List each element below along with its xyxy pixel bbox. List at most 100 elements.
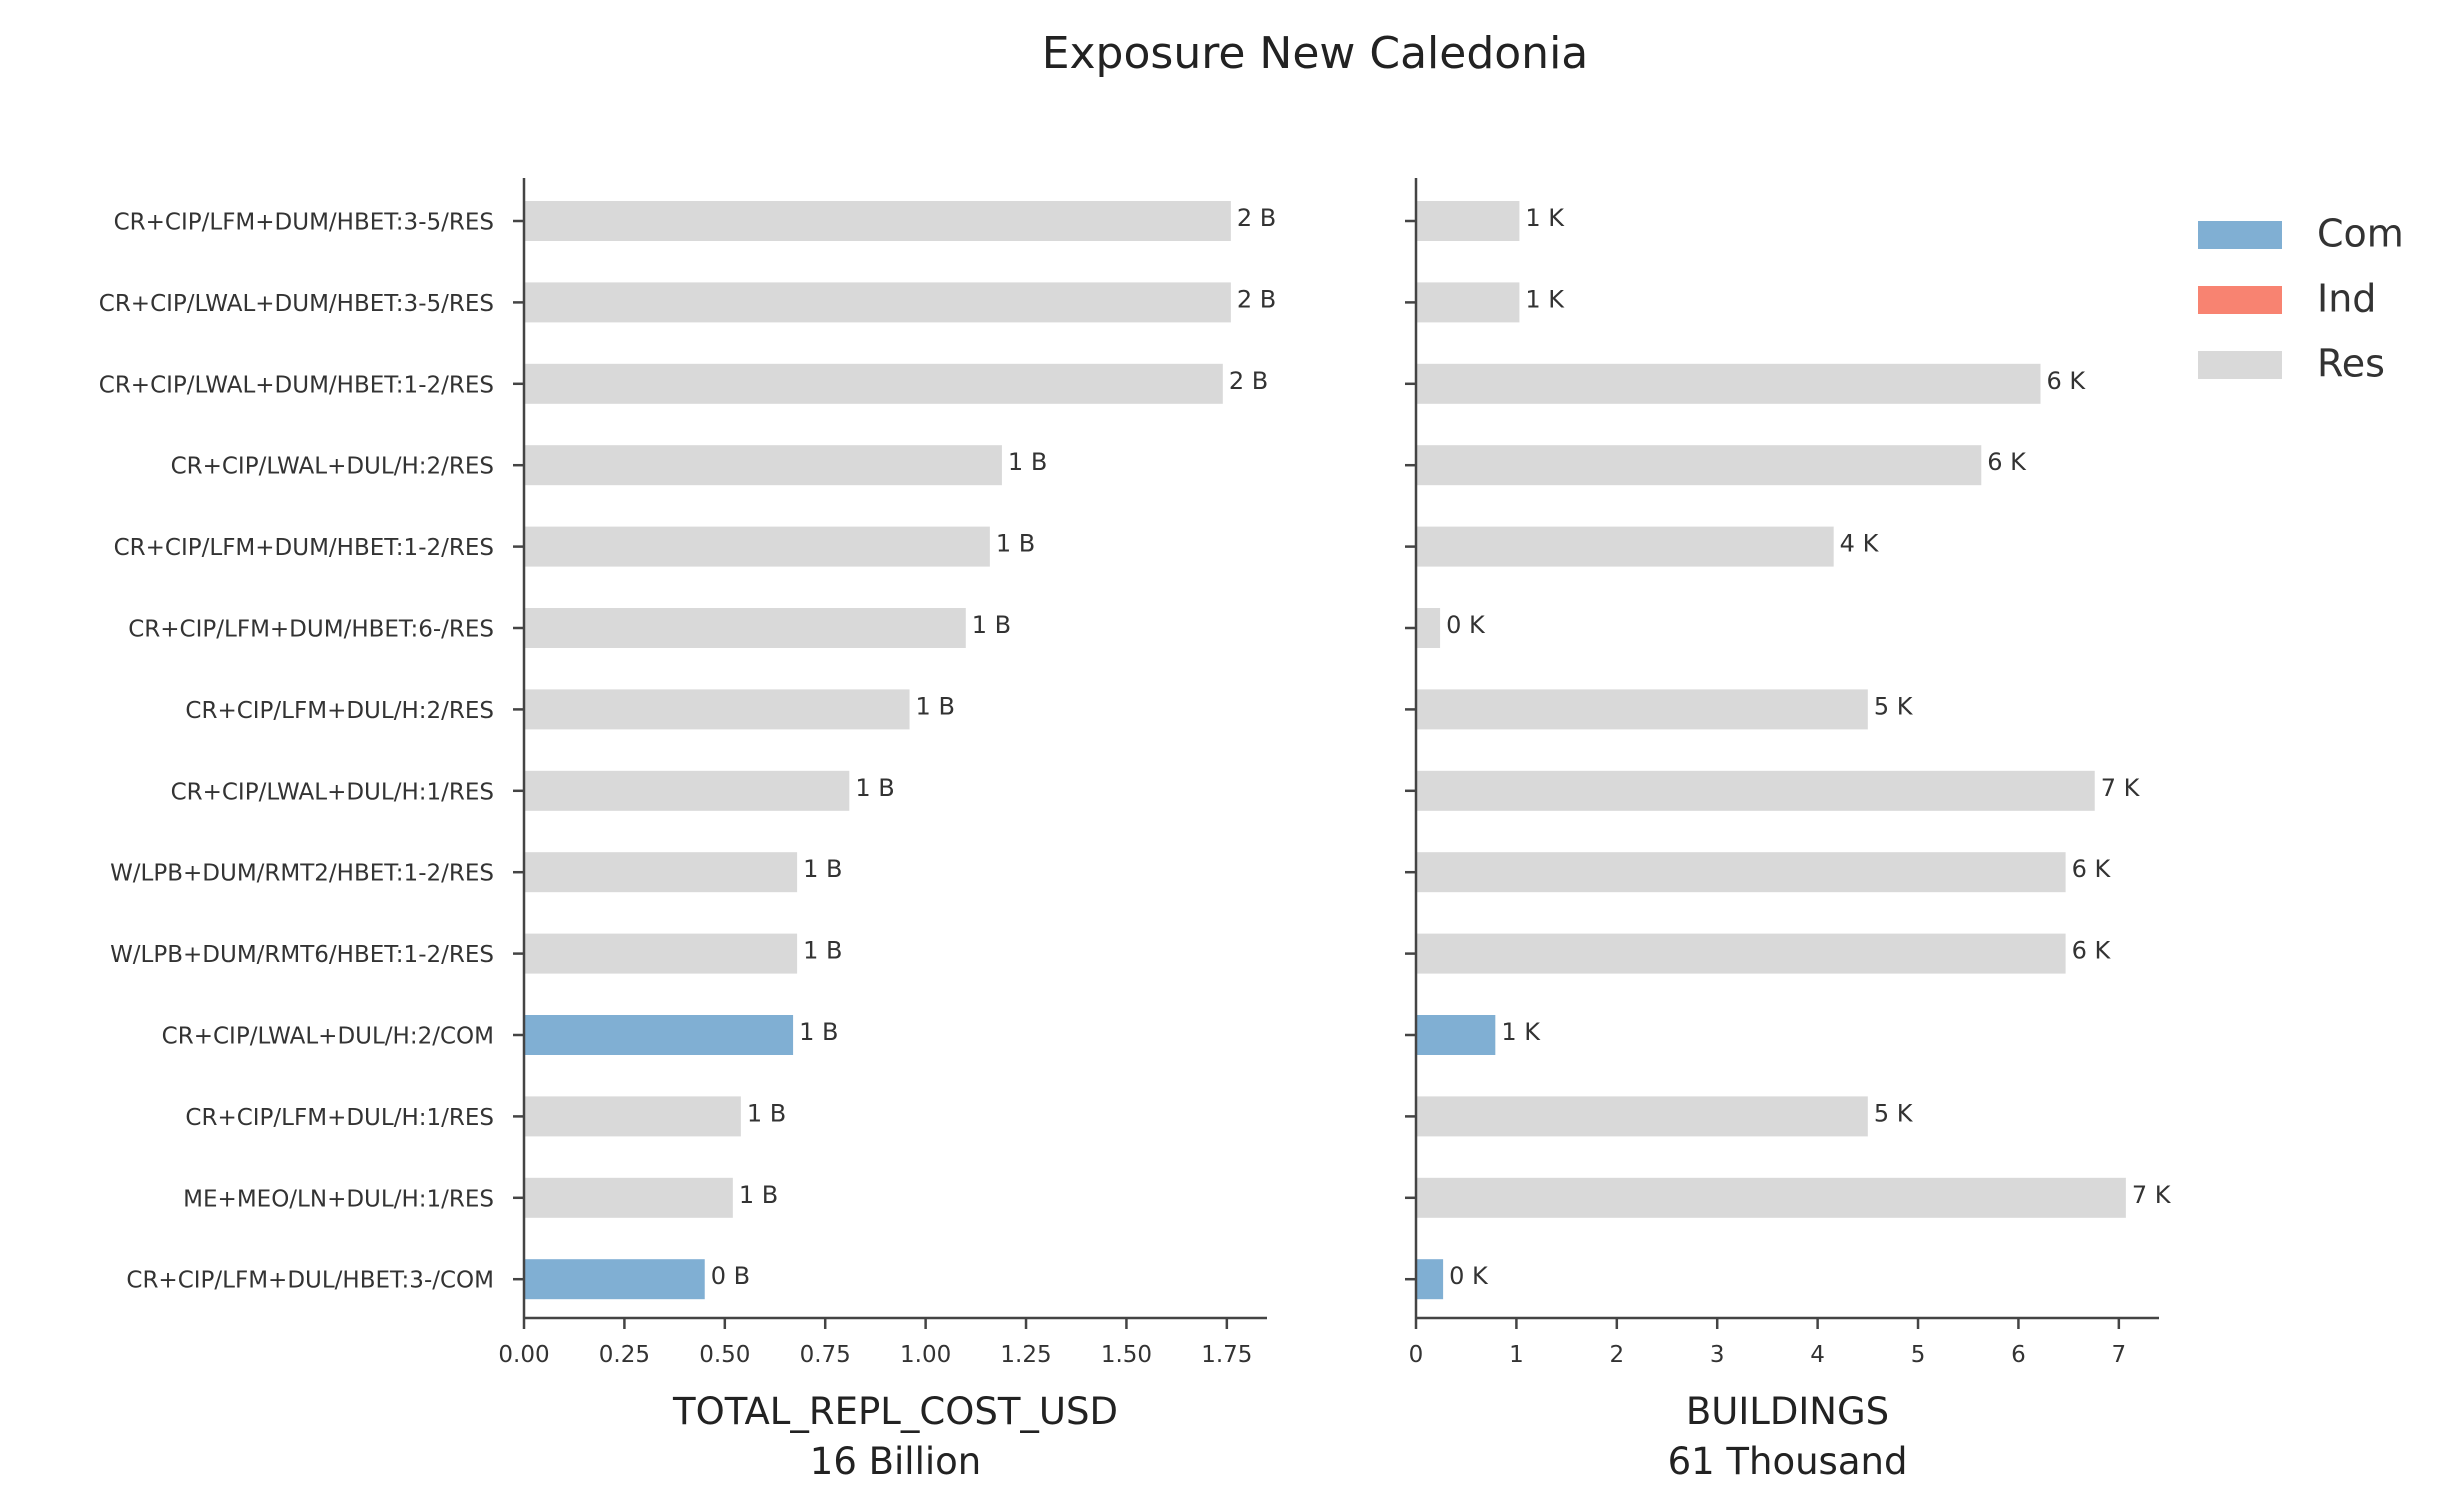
bar-cost-2 bbox=[524, 363, 1223, 404]
category-label-7: CR+CIP/LWAL+DUL/H:1/RES bbox=[171, 779, 494, 805]
bar-buildings-5 bbox=[1416, 608, 1441, 648]
category-label-12: ME+MEO/LN+DUL/H:1/RES bbox=[183, 1186, 494, 1212]
bar-cost-11 bbox=[524, 1096, 741, 1137]
xtick-label-cost-6: 1.50 bbox=[1101, 1342, 1152, 1368]
xtick-label-cost-4: 1.00 bbox=[900, 1342, 951, 1368]
xtick-label-buildings-7: 7 bbox=[2112, 1342, 2127, 1368]
bar-buildings-2 bbox=[1416, 363, 2041, 404]
legend: Com Ind Res bbox=[2198, 212, 2404, 386]
xtick-label-cost-1: 0.25 bbox=[599, 1342, 650, 1368]
bar-cost-3 bbox=[524, 445, 1002, 486]
category-label-5: CR+CIP/LFM+DUM/HBET:6-/RES bbox=[128, 617, 494, 643]
xtick-label-buildings-3: 3 bbox=[1710, 1342, 1725, 1368]
chart-panels: 2 B CR+CIP/LFM+DUM/HBET:3-5/RES 2 B CR+CIP/… bbox=[99, 178, 2172, 1483]
data-label-buildings-5: 0 K bbox=[1446, 611, 1486, 639]
category-label-6: CR+CIP/LFM+DUL/H:2/RES bbox=[185, 698, 494, 724]
panel-cost: 2 B CR+CIP/LFM+DUM/HBET:3-5/RES 2 B CR+CIP/… bbox=[99, 178, 1276, 1483]
xlabel-subtitle-buildings: 61 Thousand bbox=[1668, 1440, 1908, 1483]
xtick-label-buildings-5: 5 bbox=[1911, 1342, 1926, 1368]
data-label-buildings-11: 5 K bbox=[1874, 1099, 1914, 1127]
xtick-label-cost-5: 1.25 bbox=[1000, 1342, 1051, 1368]
panel-buildings: 1 K 1 K 6 K 6 K 4 K 0 K 5 K 7 K 6 K 6 K 1 K 5 K 7 K 0… bbox=[1405, 178, 2172, 1483]
data-label-cost-8: 1 B bbox=[803, 855, 842, 883]
xtick-label-buildings-0: 0 bbox=[1409, 1342, 1424, 1368]
bar-cost-10 bbox=[524, 1015, 794, 1055]
data-label-cost-6: 1 B bbox=[916, 692, 955, 720]
category-label-2: CR+CIP/LWAL+DUM/HBET:1-2/RES bbox=[99, 372, 494, 398]
bar-buildings-7 bbox=[1416, 770, 2095, 811]
category-label-13: CR+CIP/LFM+DUL/HBET:3-/COM bbox=[126, 1268, 494, 1294]
xtick-label-cost-7: 1.75 bbox=[1201, 1342, 1252, 1368]
data-label-cost-10: 1 B bbox=[799, 1018, 838, 1046]
data-label-cost-3: 1 B bbox=[1008, 448, 1047, 476]
data-label-buildings-7: 7 K bbox=[2101, 774, 2141, 802]
xtick-label-cost-0: 0.00 bbox=[498, 1342, 549, 1368]
category-label-0: CR+CIP/LFM+DUM/HBET:3-5/RES bbox=[114, 210, 494, 236]
category-label-8: W/LPB+DUM/RMT2/HBET:1-2/RES bbox=[110, 861, 494, 887]
legend-swatch-res bbox=[2198, 351, 2282, 379]
bar-cost-6 bbox=[524, 689, 910, 730]
data-label-buildings-3: 6 K bbox=[1987, 448, 2027, 476]
xtick-label-cost-2: 0.50 bbox=[699, 1342, 750, 1368]
category-label-10: CR+CIP/LWAL+DUL/H:2/COM bbox=[162, 1024, 494, 1050]
bar-cost-0 bbox=[524, 201, 1231, 241]
bar-buildings-6 bbox=[1416, 689, 1868, 730]
category-label-1: CR+CIP/LWAL+DUM/HBET:3-5/RES bbox=[99, 291, 494, 317]
xtick-label-buildings-6: 6 bbox=[2011, 1342, 2026, 1368]
bar-cost-4 bbox=[524, 526, 990, 567]
data-label-buildings-9: 6 K bbox=[2072, 937, 2112, 965]
bar-buildings-9 bbox=[1416, 933, 2066, 974]
data-label-cost-11: 1 B bbox=[747, 1099, 786, 1127]
bar-buildings-13 bbox=[1416, 1259, 1444, 1300]
data-label-cost-13: 0 B bbox=[711, 1262, 750, 1290]
xlabel-buildings: BUILDINGS bbox=[1686, 1390, 1889, 1433]
data-label-buildings-2: 6 K bbox=[2047, 367, 2087, 395]
bar-buildings-3 bbox=[1416, 445, 1982, 486]
xtick-label-buildings-4: 4 bbox=[1810, 1342, 1825, 1368]
bar-buildings-4 bbox=[1416, 526, 1834, 567]
xlabel-subtitle-cost: 16 Billion bbox=[810, 1440, 981, 1483]
bar-buildings-10 bbox=[1416, 1015, 1496, 1055]
bar-cost-5 bbox=[524, 608, 966, 648]
legend-swatch-com bbox=[2198, 221, 2282, 249]
data-label-cost-1: 2 B bbox=[1237, 285, 1276, 313]
category-label-9: W/LPB+DUM/RMT6/HBET:1-2/RES bbox=[110, 942, 494, 968]
bar-cost-1 bbox=[524, 282, 1231, 323]
bar-buildings-1 bbox=[1416, 282, 1520, 323]
bar-cost-12 bbox=[524, 1177, 733, 1218]
category-label-11: CR+CIP/LFM+DUL/H:1/RES bbox=[185, 1105, 494, 1131]
bar-buildings-0 bbox=[1416, 201, 1520, 241]
xlabel-cost: TOTAL_REPL_COST_USD bbox=[672, 1390, 1118, 1433]
legend-swatch-ind bbox=[2198, 286, 2282, 314]
xtick-label-buildings-2: 2 bbox=[1609, 1342, 1624, 1368]
data-label-buildings-13: 0 K bbox=[1449, 1262, 1489, 1290]
data-label-buildings-1: 1 K bbox=[1525, 285, 1565, 313]
data-label-cost-7: 1 B bbox=[855, 774, 894, 802]
category-label-4: CR+CIP/LFM+DUM/HBET:1-2/RES bbox=[114, 535, 494, 561]
bar-cost-9 bbox=[524, 933, 798, 974]
bar-cost-8 bbox=[524, 852, 798, 893]
category-label-3: CR+CIP/LWAL+DUL/H:2/RES bbox=[171, 454, 494, 480]
data-label-buildings-10: 1 K bbox=[1501, 1018, 1541, 1046]
legend-label-ind: Ind bbox=[2317, 277, 2376, 321]
data-label-cost-2: 2 B bbox=[1229, 367, 1268, 395]
data-label-buildings-0: 1 K bbox=[1525, 204, 1565, 232]
bar-buildings-12 bbox=[1416, 1177, 2126, 1218]
bar-buildings-8 bbox=[1416, 852, 2066, 893]
data-label-cost-4: 1 B bbox=[996, 530, 1035, 558]
data-label-cost-5: 1 B bbox=[972, 611, 1011, 639]
data-label-buildings-8: 6 K bbox=[2072, 855, 2112, 883]
bar-cost-7 bbox=[524, 770, 850, 811]
data-label-cost-0: 2 B bbox=[1237, 204, 1276, 232]
xtick-label-cost-3: 0.75 bbox=[800, 1342, 851, 1368]
legend-label-com: Com bbox=[2317, 212, 2404, 256]
data-label-buildings-4: 4 K bbox=[1840, 530, 1880, 558]
bar-buildings-11 bbox=[1416, 1096, 1868, 1137]
bar-cost-13 bbox=[524, 1259, 705, 1300]
data-label-buildings-12: 7 K bbox=[2132, 1181, 2172, 1209]
chart-title: Exposure New Caledonia bbox=[1042, 28, 1589, 79]
legend-label-res: Res bbox=[2317, 342, 2385, 386]
data-label-cost-9: 1 B bbox=[803, 937, 842, 965]
data-label-cost-12: 1 B bbox=[739, 1181, 778, 1209]
